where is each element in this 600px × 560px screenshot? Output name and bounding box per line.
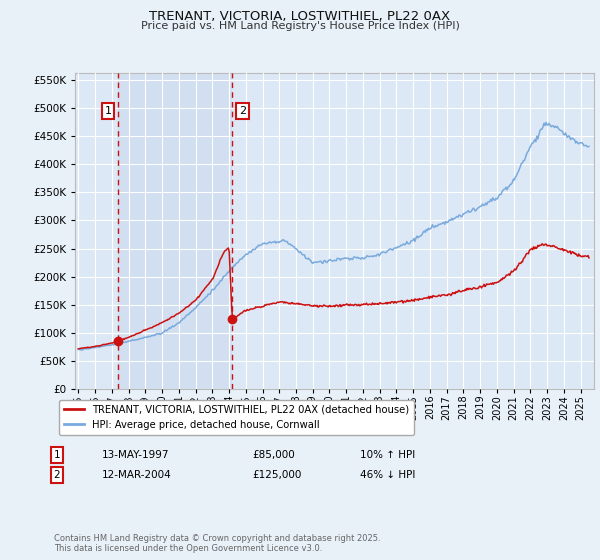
Text: 1: 1 xyxy=(53,450,61,460)
Text: 13-MAY-1997: 13-MAY-1997 xyxy=(102,450,170,460)
Text: Contains HM Land Registry data © Crown copyright and database right 2025.
This d: Contains HM Land Registry data © Crown c… xyxy=(54,534,380,553)
Legend: TRENANT, VICTORIA, LOSTWITHIEL, PL22 0AX (detached house), HPI: Average price, d: TRENANT, VICTORIA, LOSTWITHIEL, PL22 0AX… xyxy=(59,400,414,435)
Text: Price paid vs. HM Land Registry's House Price Index (HPI): Price paid vs. HM Land Registry's House … xyxy=(140,21,460,31)
Text: 12-MAR-2004: 12-MAR-2004 xyxy=(102,470,172,480)
Text: £85,000: £85,000 xyxy=(252,450,295,460)
Text: 10% ↑ HPI: 10% ↑ HPI xyxy=(360,450,415,460)
Text: 46% ↓ HPI: 46% ↓ HPI xyxy=(360,470,415,480)
Text: 2: 2 xyxy=(239,106,246,116)
Text: 1: 1 xyxy=(104,106,112,116)
Text: TRENANT, VICTORIA, LOSTWITHIEL, PL22 0AX: TRENANT, VICTORIA, LOSTWITHIEL, PL22 0AX xyxy=(149,10,451,22)
Bar xyxy=(118,73,232,389)
Text: £125,000: £125,000 xyxy=(252,470,301,480)
Text: 2: 2 xyxy=(53,470,61,480)
